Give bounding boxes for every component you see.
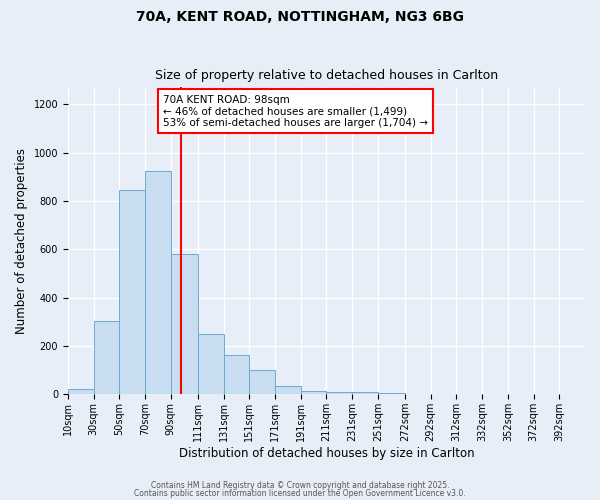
Y-axis label: Number of detached properties: Number of detached properties — [15, 148, 28, 334]
Bar — [301, 392, 326, 394]
Text: 70A, KENT ROAD, NOTTINGHAM, NG3 6BG: 70A, KENT ROAD, NOTTINGHAM, NG3 6BG — [136, 10, 464, 24]
Bar — [249, 370, 275, 394]
Bar — [275, 386, 301, 394]
Text: Contains HM Land Registry data © Crown copyright and database right 2025.: Contains HM Land Registry data © Crown c… — [151, 481, 449, 490]
Bar — [94, 320, 119, 394]
Bar — [326, 392, 352, 394]
Bar — [145, 170, 171, 394]
Bar — [224, 355, 249, 395]
Bar — [352, 392, 378, 394]
Text: 70A KENT ROAD: 98sqm
← 46% of detached houses are smaller (1,499)
53% of semi-de: 70A KENT ROAD: 98sqm ← 46% of detached h… — [163, 94, 428, 128]
Bar — [68, 390, 94, 394]
Bar — [119, 190, 145, 394]
Bar — [171, 254, 198, 394]
Title: Size of property relative to detached houses in Carlton: Size of property relative to detached ho… — [155, 69, 498, 82]
Text: Contains public sector information licensed under the Open Government Licence v3: Contains public sector information licen… — [134, 488, 466, 498]
Bar — [198, 334, 224, 394]
Bar — [378, 393, 405, 394]
X-axis label: Distribution of detached houses by size in Carlton: Distribution of detached houses by size … — [179, 447, 474, 460]
